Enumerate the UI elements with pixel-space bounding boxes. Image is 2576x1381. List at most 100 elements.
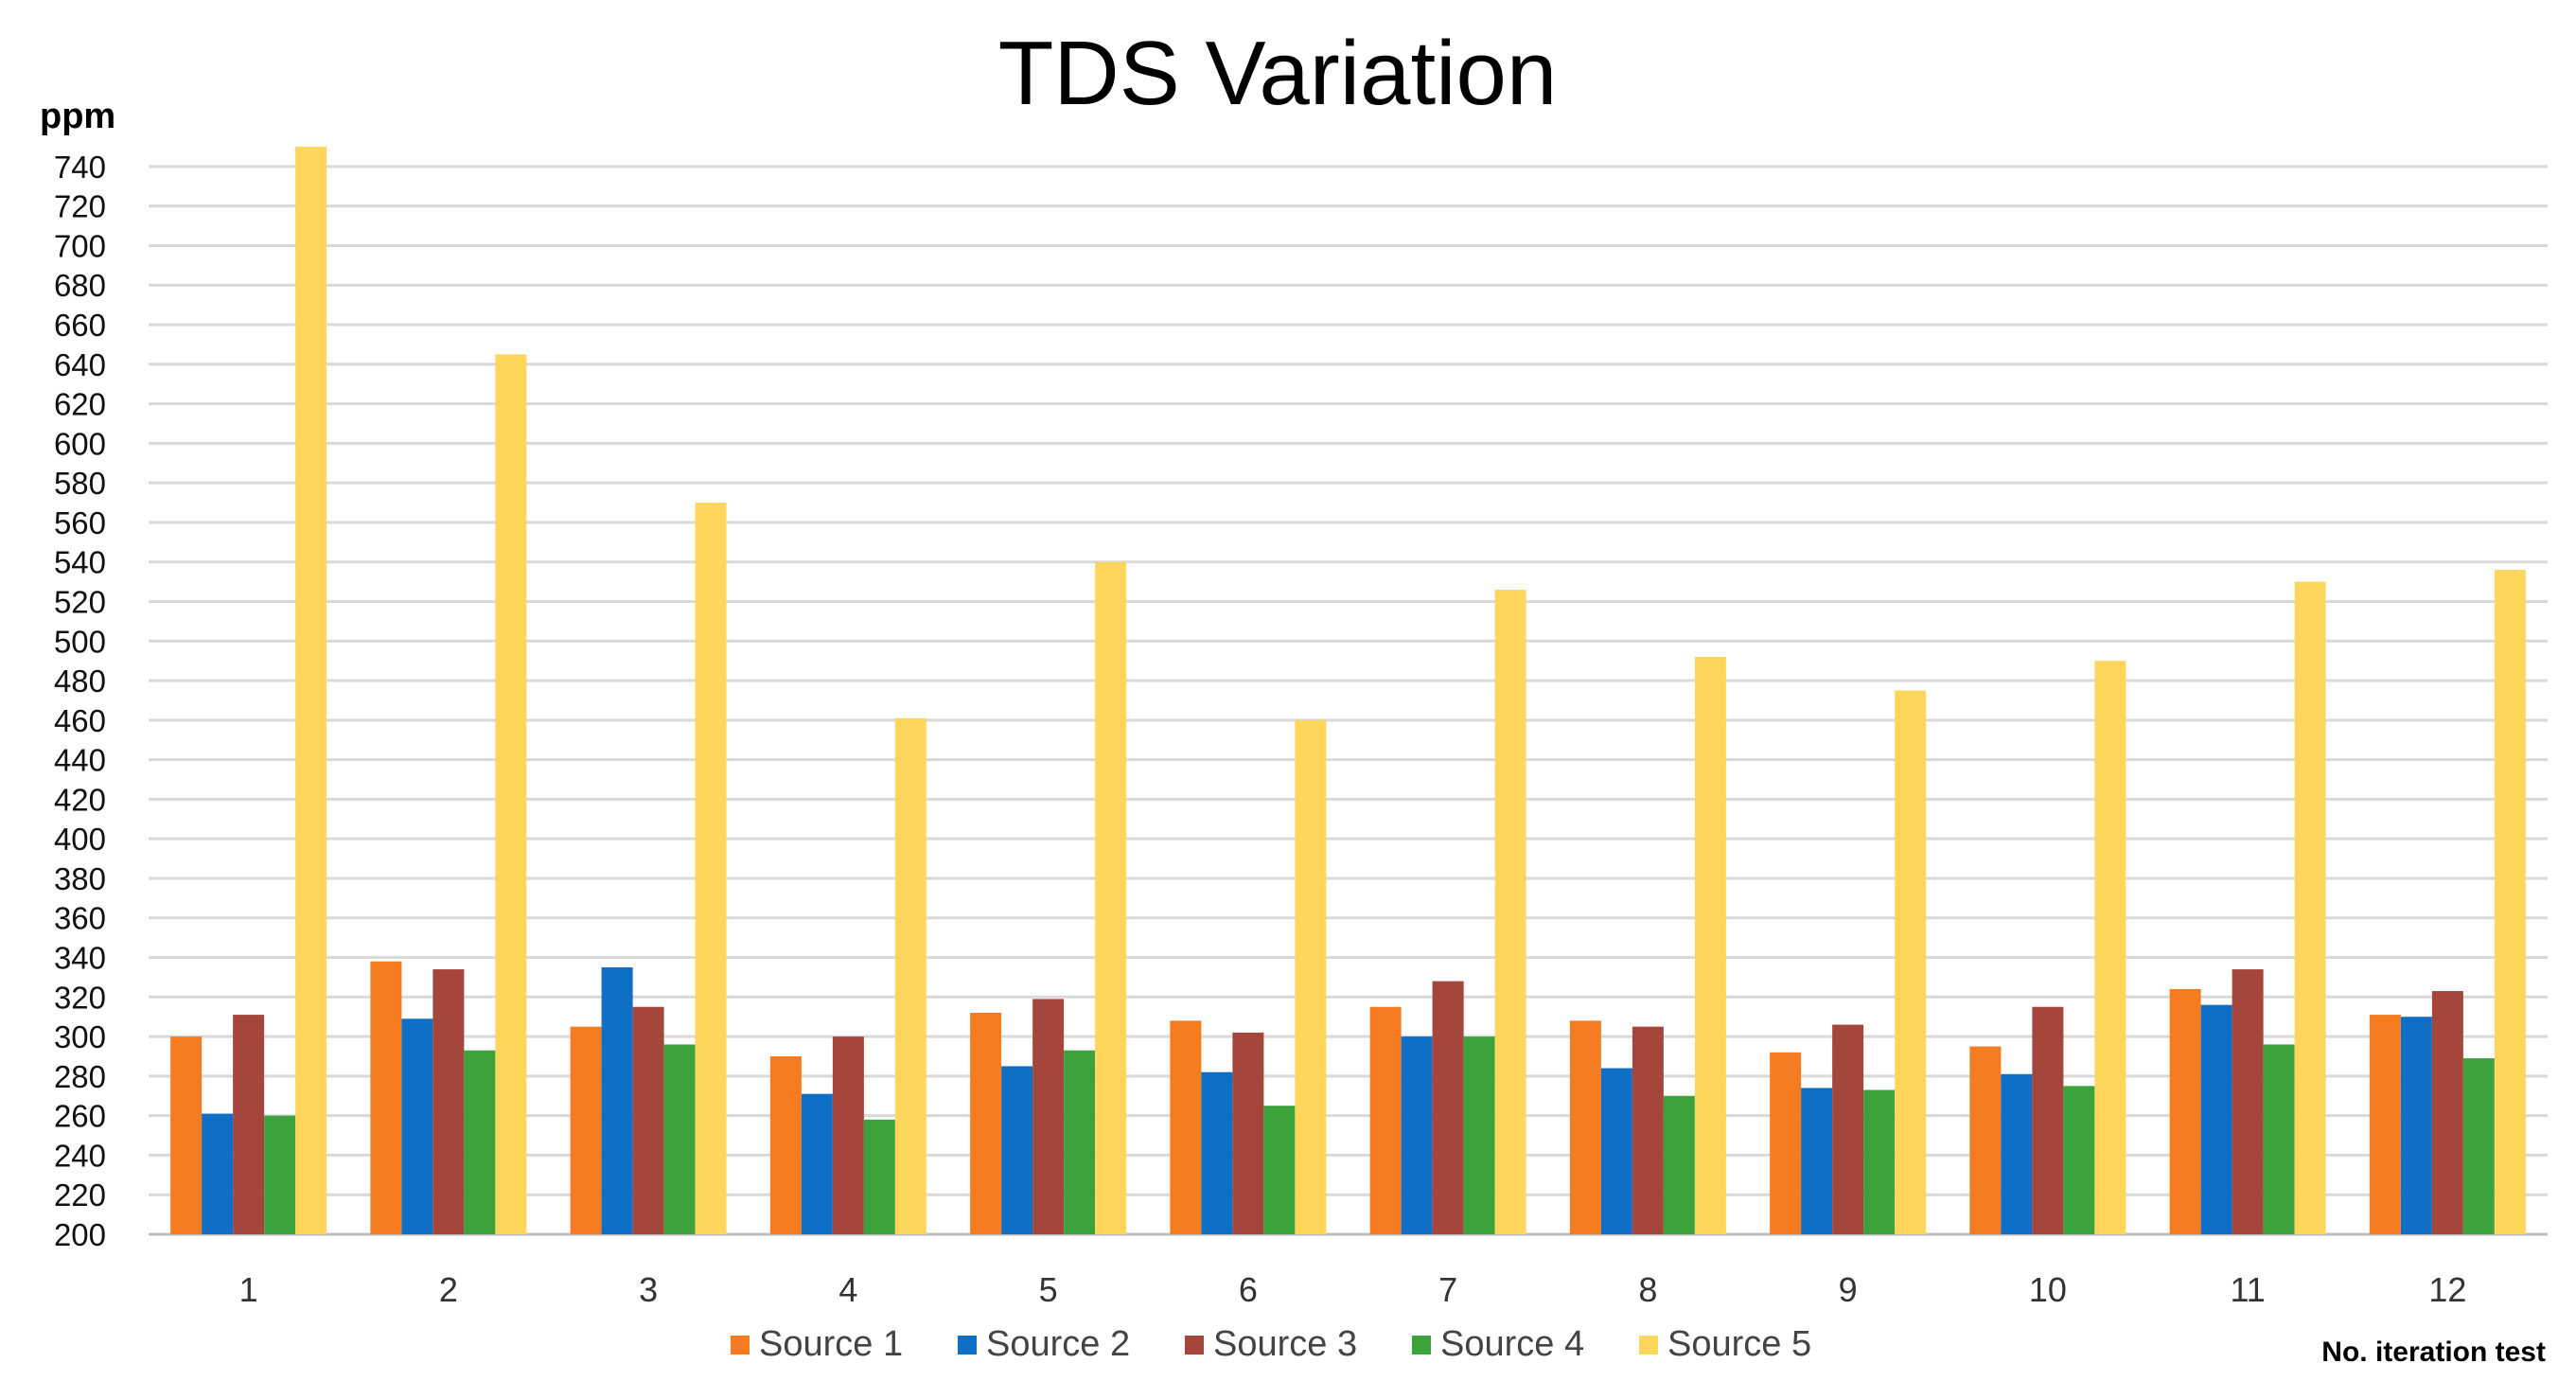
bar-source-1-10 <box>1969 1046 2002 1234</box>
bar-source-2-6 <box>1201 1071 1233 1234</box>
y-tick-label: 580 <box>54 466 106 501</box>
x-tick-label: 3 <box>639 1270 658 1309</box>
y-tick-label: 400 <box>54 822 106 857</box>
bar-source-3-6 <box>1232 1032 1264 1234</box>
bar-source-4-5 <box>1064 1050 1096 1234</box>
bar-source-1-8 <box>1569 1020 1601 1234</box>
bar-source-4-7 <box>1463 1036 1495 1234</box>
bar-source-3-1 <box>233 1015 265 1234</box>
x-tick-label: 12 <box>2428 1270 2466 1309</box>
bar-source-2-8 <box>1600 1068 1632 1234</box>
y-tick-label: 540 <box>54 545 106 580</box>
bar-source-4-11 <box>2263 1044 2295 1234</box>
bar-source-4-2 <box>464 1050 496 1234</box>
y-tick-label: 500 <box>54 624 106 659</box>
bar-source-1-5 <box>970 1013 1002 1234</box>
bar-source-1-11 <box>2169 988 2201 1234</box>
bar-source-3-2 <box>432 969 465 1234</box>
y-tick-label: 640 <box>54 347 106 382</box>
y-tick-label: 280 <box>54 1059 106 1094</box>
bar-source-1-4 <box>769 1055 802 1234</box>
bar-source-3-5 <box>1032 999 1065 1234</box>
y-tick-label: 340 <box>54 941 106 976</box>
bar-source-3-10 <box>2032 1006 2064 1234</box>
bar-source-2-4 <box>801 1093 833 1234</box>
x-tick-label: 2 <box>439 1270 458 1309</box>
bar-source-4-12 <box>2462 1058 2495 1234</box>
x-tick-label: 7 <box>1438 1270 1457 1309</box>
bar-source-5-5 <box>1095 561 1127 1234</box>
y-tick-label: 660 <box>54 308 106 343</box>
bar-source-3-7 <box>1432 981 1464 1234</box>
legend-label: Source 1 <box>759 1324 903 1364</box>
bar-source-2-5 <box>1001 1066 1033 1234</box>
chart-title: TDS Variation <box>998 23 1557 124</box>
bar-source-4-4 <box>863 1119 895 1234</box>
bar-source-5-11 <box>2294 581 2326 1234</box>
bar-source-1-6 <box>1170 1020 1202 1234</box>
bar-source-2-9 <box>1801 1088 1833 1234</box>
bar-source-1-3 <box>570 1026 602 1234</box>
y-tick-label: 680 <box>54 268 106 303</box>
x-tick-labels: 1 2 3 4 5 6 7 8 9 10 11 12 <box>239 1270 2467 1309</box>
y-tick-label: 420 <box>54 782 106 817</box>
bar-source-5-9 <box>1895 690 1927 1234</box>
bar-source-5-3 <box>695 503 727 1234</box>
y-axis-label: ppm <box>40 97 115 136</box>
y-tick-label: 220 <box>54 1177 106 1213</box>
y-tick-label: 440 <box>54 743 106 778</box>
bar-source-2-2 <box>401 1018 433 1234</box>
legend-swatch <box>958 1336 977 1354</box>
x-tick-label: 1 <box>239 1270 258 1309</box>
bar-source-3-4 <box>832 1036 864 1234</box>
bar-source-4-3 <box>663 1044 696 1234</box>
y-tick-labels: 200 220 240 260 280 300 320 340 360 380 400 420 440 4… <box>54 150 106 1252</box>
bar-source-3-3 <box>632 1006 664 1234</box>
x-tick-label: 11 <box>2230 1270 2265 1309</box>
bar-source-4-1 <box>264 1115 296 1234</box>
bar-source-5-6 <box>1295 719 1327 1234</box>
y-tick-label: 480 <box>54 664 106 699</box>
y-tick-label: 320 <box>54 980 106 1015</box>
bars <box>170 147 2526 1234</box>
legend-label: Source 2 <box>986 1324 1130 1364</box>
bar-source-5-7 <box>1494 589 1526 1234</box>
y-tick-label: 620 <box>54 387 106 422</box>
legend-label: Source 3 <box>1213 1324 1357 1364</box>
bar-source-1-1 <box>170 1036 203 1234</box>
y-tick-label: 700 <box>54 228 106 263</box>
bar-source-4-10 <box>2063 1086 2095 1234</box>
y-tick-label: 360 <box>54 901 106 936</box>
bar-source-5-10 <box>2094 661 2126 1234</box>
y-tick-label: 380 <box>54 861 106 896</box>
bar-source-5-4 <box>894 717 926 1234</box>
x-tick-label: 5 <box>1039 1270 1058 1309</box>
bar-source-2-11 <box>2200 1004 2232 1234</box>
legend-swatch <box>1639 1336 1658 1354</box>
bar-source-3-11 <box>2232 969 2264 1234</box>
bar-source-2-3 <box>601 966 633 1234</box>
y-tick-label: 520 <box>54 584 106 619</box>
bar-source-2-1 <box>202 1113 234 1234</box>
bar-source-2-12 <box>2400 1017 2432 1234</box>
y-tick-label: 720 <box>54 189 106 224</box>
bar-source-5-2 <box>495 354 527 1234</box>
legend-label: Source 4 <box>1440 1324 1584 1364</box>
legend-swatch <box>1185 1336 1204 1354</box>
bar-source-1-9 <box>1770 1052 1802 1234</box>
bar-source-3-9 <box>1832 1024 1864 1234</box>
legend-swatch <box>731 1336 750 1354</box>
bar-source-1-12 <box>2369 1015 2401 1234</box>
y-tick-label: 460 <box>54 703 106 738</box>
x-tick-label: 10 <box>2029 1270 2067 1309</box>
x-tick-label: 9 <box>1839 1270 1858 1309</box>
bar-source-4-9 <box>1863 1089 1896 1234</box>
y-tick-label: 740 <box>54 150 106 185</box>
bar-source-3-8 <box>1632 1026 1664 1234</box>
legend: Source 1 Source 2 Source 3 Source 4 Source 5 <box>731 1324 1811 1364</box>
y-tick-label: 260 <box>54 1099 106 1134</box>
bar-source-5-1 <box>295 147 327 1234</box>
legend-swatch <box>1412 1336 1431 1354</box>
